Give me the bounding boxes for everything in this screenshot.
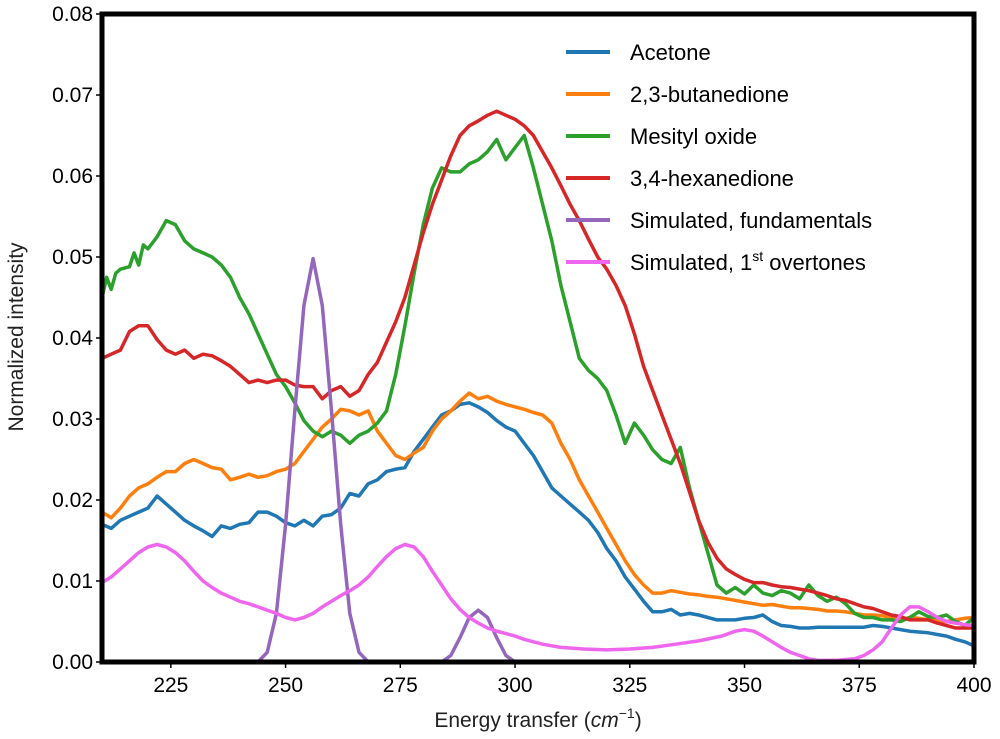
x-axis-unit-close: ) bbox=[635, 709, 642, 732]
legend-label-3: Mesityl oxide bbox=[630, 124, 757, 149]
legend: Acetone 2,3-butanedione Mesityl oxide 3,4-h… bbox=[566, 40, 872, 275]
x-axis-unit-exp: −1 bbox=[619, 705, 635, 721]
x-tick-label: 300 bbox=[498, 674, 533, 697]
series-lines bbox=[102, 109, 974, 662]
y-tick-label: 0.04 bbox=[52, 327, 93, 350]
legend-label-6: Simulated, 1st overtones bbox=[630, 248, 866, 275]
x-tick-label: 350 bbox=[727, 674, 762, 697]
series-line-5 bbox=[102, 256, 974, 662]
x-axis-unit-open: ( bbox=[578, 709, 591, 732]
legend-label-2: 2,3-butanedione bbox=[630, 82, 789, 107]
y-tick-label: 0.03 bbox=[52, 408, 93, 431]
x-tick-label: 225 bbox=[153, 674, 188, 697]
x-axis: 225 250 275 300 325 350 375 400 bbox=[153, 662, 992, 697]
y-tick-label: 0.06 bbox=[52, 165, 93, 188]
y-axis-title: Normalized intensity bbox=[5, 242, 28, 432]
x-tick-label: 400 bbox=[956, 674, 991, 697]
legend-label-1: Acetone bbox=[630, 40, 711, 65]
x-tick-label: 250 bbox=[268, 674, 303, 697]
y-tick-label: 0.02 bbox=[52, 489, 93, 512]
x-tick-label: 275 bbox=[383, 674, 418, 697]
y-tick-label: 0.00 bbox=[52, 651, 93, 674]
series-line-4 bbox=[102, 109, 974, 630]
x-tick-label: 325 bbox=[612, 674, 647, 697]
series-line-1 bbox=[102, 401, 974, 648]
plot-frame bbox=[99, 11, 977, 665]
y-tick-label: 0.07 bbox=[52, 84, 93, 107]
y-tick-label: 0.01 bbox=[52, 570, 93, 593]
series-line-3 bbox=[102, 133, 974, 628]
legend-label-5: Simulated, fundamentals bbox=[630, 208, 872, 233]
y-tick-label: 0.08 bbox=[52, 3, 93, 26]
x-axis-unit-base: cm bbox=[591, 709, 619, 732]
x-tick-label: 375 bbox=[842, 674, 877, 697]
series-line-2 bbox=[102, 391, 974, 624]
y-tick-label: 0.05 bbox=[52, 246, 93, 269]
x-axis-title-text: Energy transfer bbox=[434, 709, 578, 732]
x-axis-title: Energy transfer (cm−1) bbox=[434, 705, 641, 732]
y-axis: 0.00 0.01 0.02 0.03 0.04 0.05 0.06 0.07 0.08 bbox=[52, 3, 102, 674]
legend-label-4: 3,4-hexanedione bbox=[630, 166, 794, 191]
